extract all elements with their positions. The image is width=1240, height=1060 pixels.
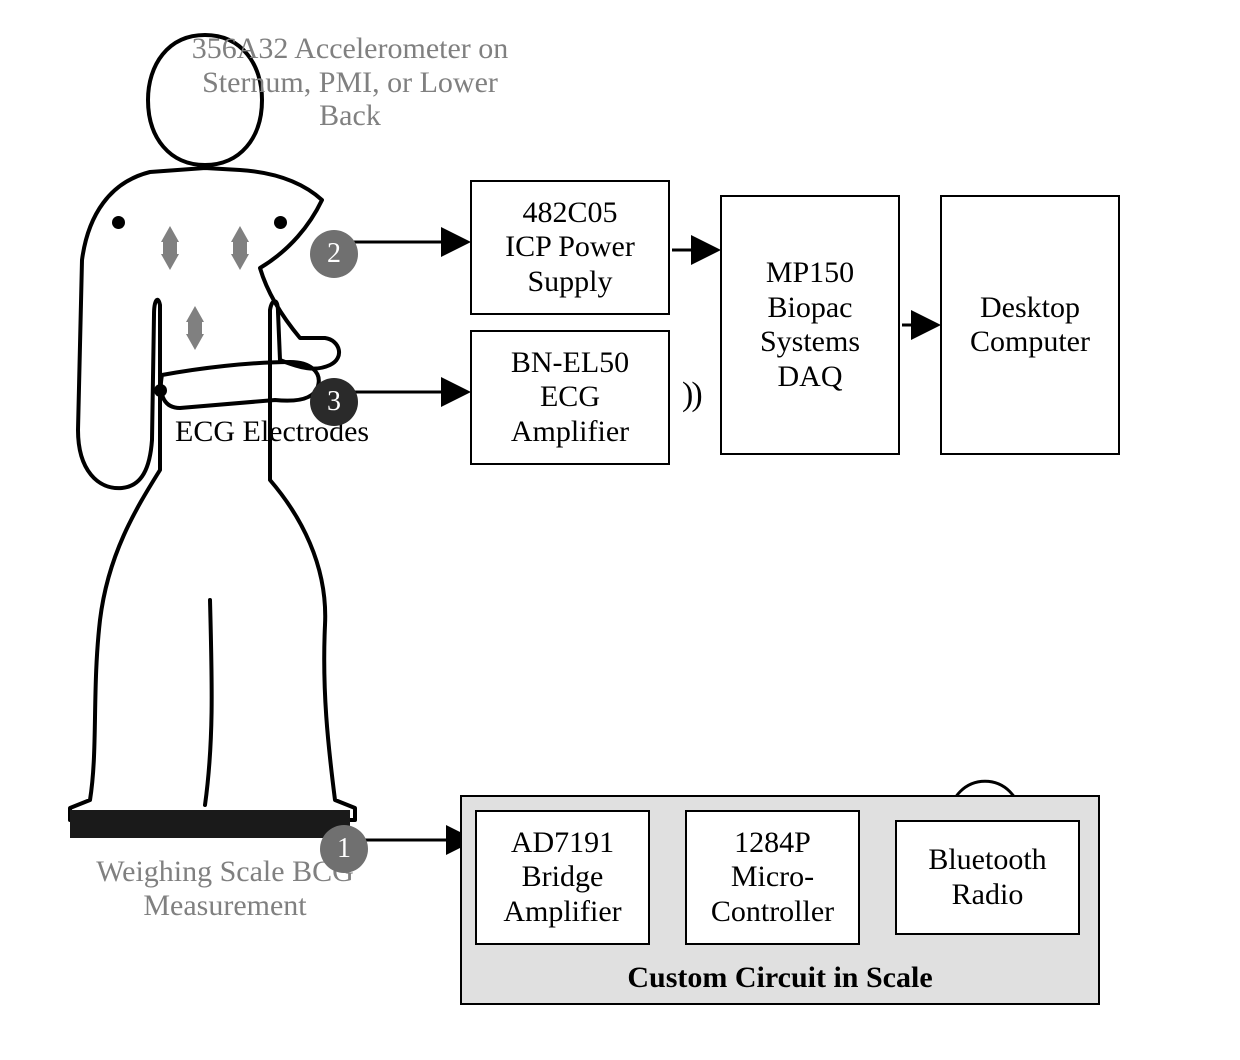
marker-1: 1: [320, 825, 368, 873]
icp-label: 482C05 ICP Power Supply: [505, 196, 635, 300]
bridge-amplifier-box: AD7191 Bridge Amplifier: [475, 810, 650, 945]
micro-label: 1284P Micro- Controller: [711, 826, 834, 930]
weighing-scale-bar: [70, 810, 350, 838]
daq-box: MP150 Biopac Systems DAQ: [720, 195, 900, 455]
bridge-label: AD7191 Bridge Amplifier: [503, 826, 621, 930]
marker-2: 2: [310, 230, 358, 278]
bt-label: Bluetooth Radio: [928, 843, 1046, 912]
diagram-stage: 356A32 Accelerometer on Sternum, PMI, or…: [0, 0, 1240, 1060]
microcontroller-box: 1284P Micro- Controller: [685, 810, 860, 945]
daq-label: MP150 Biopac Systems DAQ: [760, 256, 860, 394]
bluetooth-radio-box: Bluetooth Radio: [895, 820, 1080, 935]
desktop-box: Desktop Computer: [940, 195, 1120, 455]
wireless-paren-icon: )): [682, 376, 701, 414]
electrode-dot: [274, 216, 287, 229]
accelerometer-label: 356A32 Accelerometer on Sternum, PMI, or…: [185, 32, 515, 133]
ecg-amp-label: BN-EL50 ECG Amplifier: [511, 346, 629, 450]
marker-3: 3: [310, 378, 358, 426]
desktop-label: Desktop Computer: [970, 291, 1090, 360]
icp-power-supply-box: 482C05 ICP Power Supply: [470, 180, 670, 315]
electrode-dot: [112, 216, 125, 229]
custom-circuit-title: Custom Circuit in Scale: [462, 961, 1098, 995]
electrode-dot: [154, 384, 167, 397]
ecg-amplifier-box: BN-EL50 ECG Amplifier: [470, 330, 670, 465]
